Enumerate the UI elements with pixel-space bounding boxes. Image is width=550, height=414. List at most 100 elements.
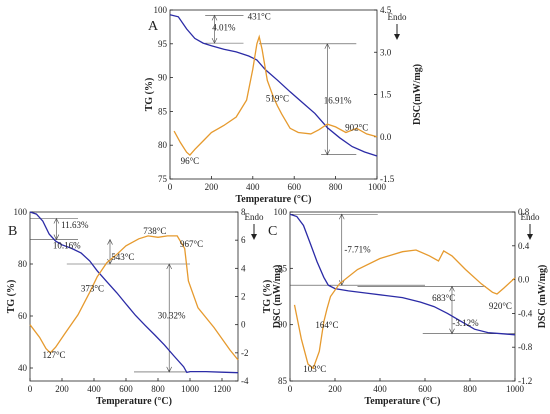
x-tick-label: 200	[55, 384, 69, 394]
guide-arrow-head	[53, 217, 60, 224]
annotation-label: 16.91%	[324, 95, 352, 105]
y-tick-label: 85	[278, 376, 288, 386]
tg-curve	[29, 211, 239, 374]
x-tick-label: 400	[87, 384, 101, 394]
annotation-label: 543°C	[111, 252, 134, 262]
x-tick-label: 400	[373, 384, 387, 394]
x-tick-label: 800	[463, 384, 477, 394]
panel-label: B	[8, 224, 17, 239]
annotation-label: 920°C	[489, 301, 512, 311]
annotation-label: -3.12%	[452, 318, 479, 328]
y-tick-label: 75	[158, 174, 168, 184]
y-tick-label: 85	[158, 106, 168, 116]
x-tick-label: 600	[418, 384, 432, 394]
annotation-label: 373°C	[81, 283, 104, 293]
y2-axis-title: DSC (mW/mg)	[537, 265, 548, 329]
annotation-label: 431°C	[248, 11, 271, 21]
plot-frame	[289, 211, 516, 382]
x-tick-label: 0	[28, 384, 33, 394]
endo-label: Endo	[388, 12, 407, 22]
guide-arrow-head	[53, 234, 60, 241]
annotation-label: 10.16%	[53, 241, 81, 251]
y2-tick-label: -1.2	[518, 376, 532, 386]
y2-tick-label: 0.0	[380, 132, 392, 142]
endo-arrow-head	[527, 234, 533, 240]
y2-tick-label: 6	[241, 235, 246, 245]
guide-arrow-head	[338, 280, 345, 286]
y-axis-title: TG (%)	[144, 78, 155, 112]
annotation-label: 738°C	[143, 226, 166, 236]
y2-tick-label: 0.0	[518, 275, 530, 285]
y2-axis-title: DSC (mW/mg)	[272, 265, 283, 329]
y-tick-label: 100	[14, 207, 28, 217]
x-tick-label: 1200	[213, 384, 232, 394]
y2-tick-label: 0.8	[518, 207, 530, 217]
annotation-label: 967°C	[180, 239, 203, 249]
y-tick-label: 90	[278, 320, 288, 330]
panel-label: C	[268, 224, 277, 239]
annotation-label: 519°C	[266, 93, 289, 103]
y-tick-label: 40	[18, 363, 28, 373]
endo-label: Endo	[245, 212, 264, 222]
endo-arrow-head	[251, 234, 257, 240]
dsc-curve	[29, 235, 239, 361]
annotation-label: 30.32%	[158, 311, 186, 321]
x-tick-label: 200	[328, 384, 342, 394]
x-tick-label: 600	[287, 182, 301, 192]
annotation-label: 127°C	[42, 350, 65, 360]
guide-arrow-head	[166, 263, 172, 270]
annotation-label: 11.63%	[61, 220, 89, 230]
annotation-label: 103°C	[303, 364, 326, 374]
annotation-label: 4.01%	[212, 22, 236, 32]
panel-a: 0 200 400 600 800 1000 75 80 85 90 95 100 -1.5 0.0 1.5…	[144, 5, 423, 205]
x-tick-label: 800	[151, 384, 165, 394]
annotation-label: 96°C	[181, 156, 200, 166]
annotation-label: 902°C	[345, 122, 368, 132]
y2-tick-label: 1.5	[380, 90, 392, 100]
guide-arrow-head	[107, 238, 113, 245]
annotation-label: 683°C	[432, 293, 455, 303]
guide-arrow-head	[166, 366, 172, 373]
y-tick-label: 80	[18, 259, 28, 269]
y-tick-label: 95	[278, 263, 288, 273]
y-tick-label: 100	[154, 5, 168, 15]
y2-tick-label: -1.5	[380, 174, 395, 184]
panel-label: A	[148, 19, 159, 34]
x-axis-title: Temperature (°C)	[96, 396, 172, 407]
guide-arrow-head	[324, 43, 331, 49]
dsc-curve	[173, 34, 378, 157]
annotation-label: 164°C	[315, 320, 338, 330]
x-tick-label: 0	[168, 182, 173, 192]
x-axis-title: Temperature (°C)	[236, 194, 312, 205]
panel-b: 0 200 400 600 800 1000 1200 40 60 80 100 -4 -2 0 2 4 6 8 T…	[6, 207, 283, 407]
y2-tick-label: -2	[241, 348, 249, 358]
y-tick-label: 100	[274, 207, 288, 217]
guide-arrow-head	[449, 328, 455, 335]
x-tick-label: 600	[119, 384, 133, 394]
y2-tick-label: -4	[241, 376, 249, 386]
tg-curve	[169, 14, 378, 157]
y-tick-label: 95	[158, 39, 168, 49]
y-tick-label: 90	[158, 73, 168, 83]
y2-tick-label: 4	[241, 263, 246, 273]
endo-arrow-head	[394, 34, 400, 40]
x-tick-label: 1000	[506, 384, 525, 394]
guide-arrow-head	[449, 285, 455, 292]
x-tick-label: 400	[246, 182, 260, 192]
x-tick-label: 1000	[181, 384, 200, 394]
annotation-label: -7.71%	[344, 245, 371, 255]
y-tick-label: 60	[18, 311, 28, 321]
y2-tick-label: 0	[241, 320, 246, 330]
y-axis-title: TG (%)	[262, 280, 273, 314]
guide-arrow-head	[211, 37, 218, 44]
x-axis-title: Temperature (°C)	[365, 396, 441, 407]
panel-c: 0 200 400 600 800 1000 85 90 95 100 -1.2 -0.8 -0.4 0.…	[262, 207, 548, 407]
x-tick-label: 0	[288, 384, 293, 394]
endo-label: Endo	[521, 212, 540, 222]
y2-tick-label: 3.0	[380, 47, 392, 57]
y2-tick-label: 8	[241, 207, 246, 217]
y-axis-title: TG (%)	[6, 280, 17, 314]
x-tick-label: 200	[205, 182, 219, 192]
dsc-curve	[293, 249, 516, 370]
